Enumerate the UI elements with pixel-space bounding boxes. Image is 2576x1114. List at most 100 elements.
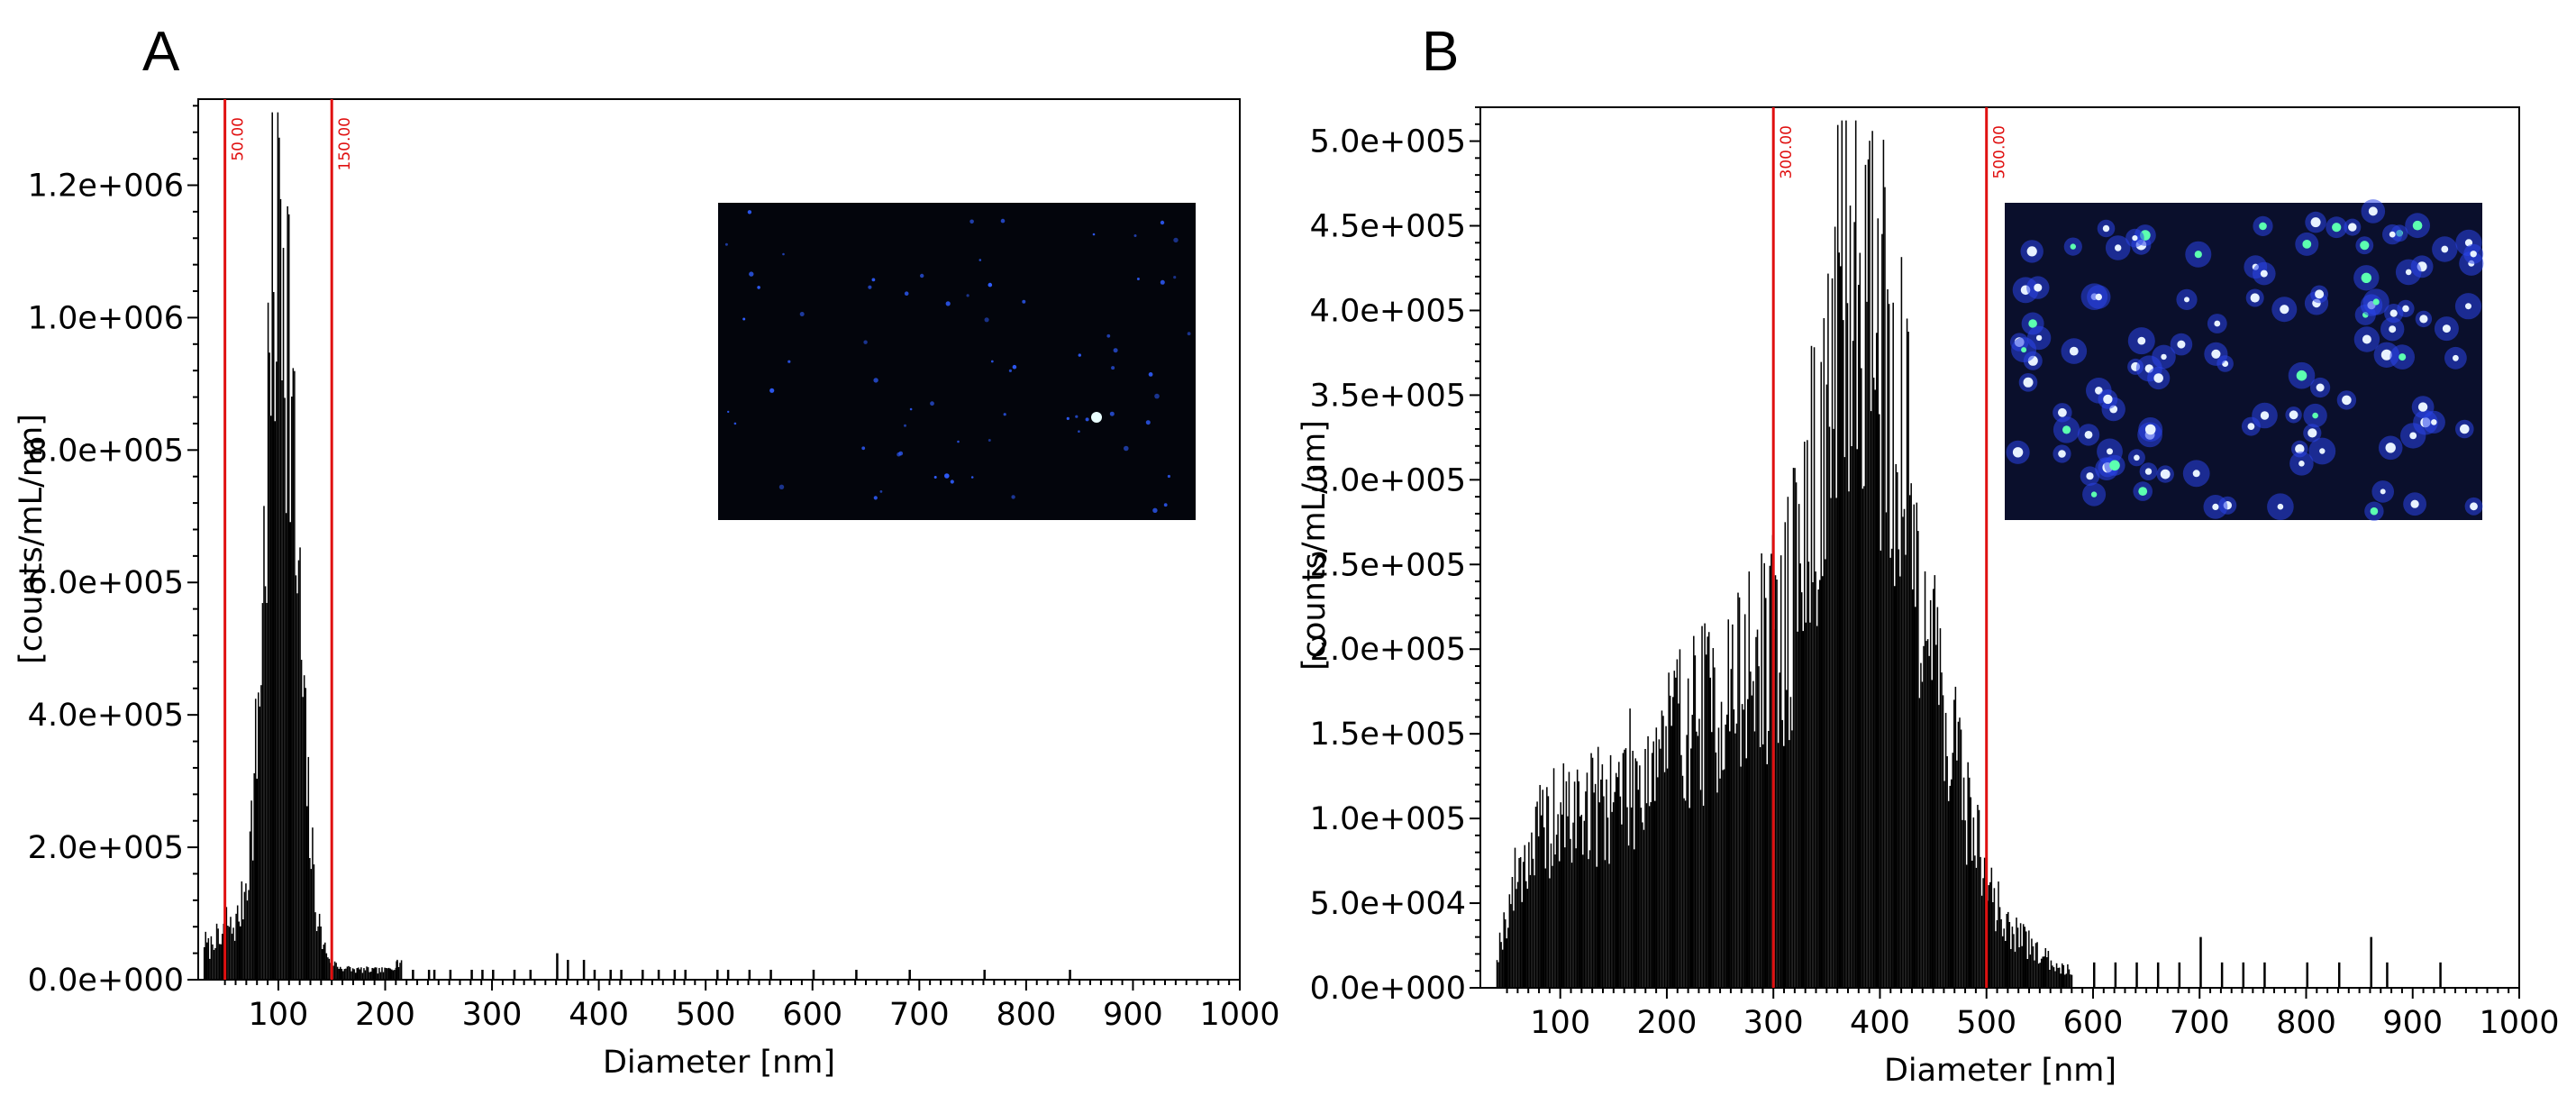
histogram-bar	[1528, 842, 1530, 988]
histogram-bar	[333, 961, 336, 980]
histogram-bar	[1809, 622, 1811, 988]
histogram-bar	[249, 831, 251, 980]
histogram-bar	[1607, 817, 1609, 988]
histogram-bar	[1970, 797, 1972, 988]
histogram-bar	[305, 688, 306, 980]
histogram-bar	[2028, 930, 2030, 988]
particle-dot	[2412, 220, 2423, 231]
particle-dot	[2095, 293, 2102, 301]
histogram-bar	[389, 968, 392, 980]
histogram-bar	[2050, 960, 2053, 988]
histogram-bar	[269, 352, 270, 980]
x-tick-label: 100	[1530, 1005, 1590, 1041]
histogram-bar	[2014, 951, 2016, 988]
histogram-bar	[1712, 648, 1715, 988]
histogram-bar	[1888, 304, 1890, 988]
particle-dot	[1173, 276, 1177, 279]
histogram-bar	[1956, 760, 1958, 988]
histogram-tail-bar	[2114, 962, 2117, 988]
histogram-bar	[242, 919, 244, 980]
bright-particle-dot	[1091, 412, 1102, 423]
histogram-bar	[1849, 205, 1852, 989]
particle-dot	[2103, 394, 2113, 405]
panel-b: B 300.00 500.00 100 200 300 400 500 600 700 800 9…	[1297, 21, 2560, 1089]
histogram-bar	[1546, 787, 1548, 988]
histogram-bar	[1716, 792, 1718, 988]
particle-dot	[2259, 222, 2267, 231]
histogram-bar	[1645, 803, 1648, 988]
histogram-bar	[1776, 580, 1778, 988]
particle-dot	[2250, 293, 2260, 303]
histogram-bar	[336, 966, 339, 980]
histogram-bar	[1759, 746, 1761, 988]
histogram-bar	[1782, 745, 1785, 988]
histogram-bar	[1924, 571, 1926, 988]
histogram-bar	[1828, 426, 1831, 988]
histogram-tail-bar	[726, 969, 730, 980]
histogram-bar	[1743, 614, 1746, 988]
particle-dot	[724, 242, 728, 246]
histogram-bar	[1673, 671, 1676, 988]
histogram-bar	[341, 968, 343, 980]
histogram-bar	[1887, 288, 1889, 988]
histogram-bar	[2000, 918, 2002, 988]
histogram-bar	[1784, 522, 1787, 988]
histogram-bar	[1525, 881, 1527, 988]
histogram-bar	[1511, 877, 1514, 988]
particle-dot	[2402, 305, 2409, 313]
particle-dot	[2380, 349, 2392, 361]
histogram-bar	[2001, 936, 2004, 988]
x-tick-label: 200	[1637, 1005, 1698, 1041]
particle-dot	[2026, 246, 2037, 257]
particle-dot	[2021, 347, 2027, 353]
histogram-bar	[1725, 714, 1728, 988]
histogram-bar	[1856, 449, 1858, 988]
histogram-bar	[1579, 816, 1581, 988]
x-tick-label: 1000	[2479, 1005, 2559, 1041]
histogram-bar	[1893, 586, 1896, 988]
histogram-bar	[251, 860, 254, 980]
y-tick-label: 3.5e+005	[1310, 378, 1466, 414]
histogram-bar	[1761, 744, 1764, 988]
histogram-bar	[391, 969, 393, 980]
histogram-bar	[369, 972, 372, 980]
histogram-bar	[1825, 384, 1828, 989]
y-tick-label: 6.0e+005	[28, 565, 184, 601]
histogram-bar	[1921, 681, 1924, 988]
histogram-bar	[1619, 796, 1622, 988]
histogram-bar	[2013, 934, 2015, 988]
particle-dot	[979, 259, 982, 261]
histogram-bar	[339, 966, 341, 980]
particle-dot	[1106, 333, 1111, 338]
particle-dot	[2399, 353, 2407, 361]
histogram-bar	[248, 890, 250, 980]
histogram-bar	[360, 967, 362, 980]
histogram-bar	[1663, 772, 1666, 988]
histogram-bar	[1684, 800, 1687, 988]
histogram-bar	[1943, 781, 1945, 988]
particle-dot	[1003, 413, 1006, 416]
histogram-bar	[354, 972, 357, 980]
histogram-bar	[1911, 589, 1914, 988]
histogram-bar	[1791, 730, 1793, 988]
histogram-bar	[1867, 159, 1870, 988]
particle-dot	[1075, 415, 1079, 418]
histogram-bar	[1857, 285, 1860, 988]
histogram-bar	[1711, 732, 1713, 988]
histogram-tail-bar	[396, 961, 398, 980]
histogram-bar	[1853, 222, 1855, 989]
histogram-bar	[221, 934, 223, 980]
histogram-bar	[2032, 945, 2034, 988]
histogram-bar	[1514, 847, 1516, 988]
histogram-bar	[367, 967, 369, 980]
particle-dot	[868, 285, 872, 289]
histogram-bar	[385, 968, 387, 980]
histogram-bar	[2003, 928, 2005, 988]
histogram-bar	[1522, 862, 1525, 988]
histogram-bar	[1737, 592, 1739, 988]
histogram-bar	[1497, 962, 1499, 988]
histogram-bar	[238, 921, 240, 980]
histogram-bar	[1725, 724, 1726, 988]
particle-dot	[2144, 468, 2153, 475]
histogram-bar	[1758, 666, 1760, 988]
